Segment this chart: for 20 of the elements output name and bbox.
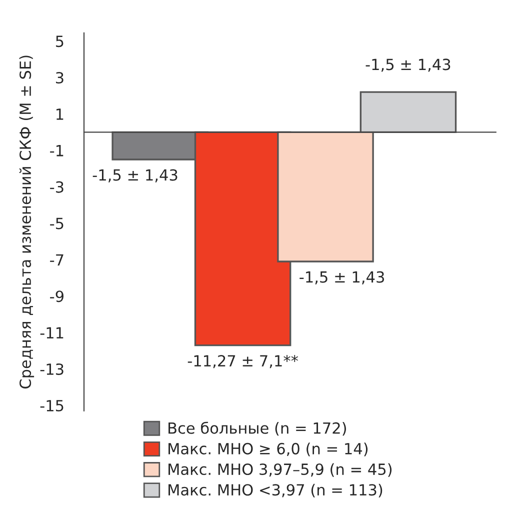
y-tick-label: -11 xyxy=(40,327,64,338)
y-tick-label: -15 xyxy=(40,400,64,412)
text: -11,27 ± 7,1** xyxy=(188,355,298,368)
legend-label: Макс. МНО ≥ 6,0 (n = 14) xyxy=(168,442,368,456)
y-tick-label: -3 xyxy=(50,181,64,193)
y-tick-label: -9 xyxy=(50,290,64,302)
y-tick-label: -5 xyxy=(50,218,64,230)
legend-label: Макс. МНО <3,97 (n = 113) xyxy=(168,484,382,498)
y-tick-label: -1 xyxy=(50,145,64,156)
y-tick-label: 5 xyxy=(56,36,64,48)
legend-label: Макс. МНО 3,97–5,9 (n = 45) xyxy=(168,463,392,477)
y-tick-label: 1 xyxy=(56,108,64,120)
y-tick-label: -7 xyxy=(50,254,64,266)
legend-label: Все больные (n = 172) xyxy=(168,422,346,436)
text: -1,5 ± 1,43 xyxy=(366,58,450,72)
text: -1,5 ± 1,43 xyxy=(300,271,384,284)
text: -1,5 ± 1,43 xyxy=(92,169,178,182)
y-tick-label: -13 xyxy=(40,363,64,375)
y-axis-title: Средняя дельта изменений СКФ (M ± SE) xyxy=(19,56,34,389)
y-tick-label: 3 xyxy=(56,72,64,84)
